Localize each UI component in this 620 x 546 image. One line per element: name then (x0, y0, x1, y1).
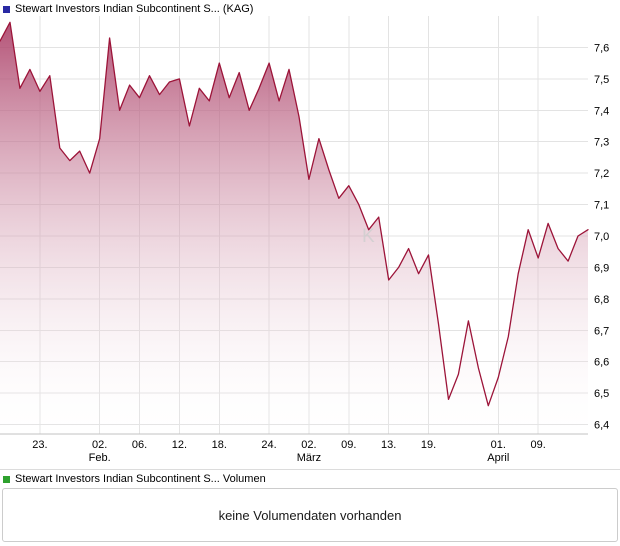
y-axis-tick-label: 7,4 (594, 105, 609, 117)
y-axis-tick-label: 6,7 (594, 325, 609, 337)
y-axis-tick-label: 6,6 (594, 357, 609, 369)
x-axis-month-label: April (487, 452, 509, 464)
volume-empty-message: keine Volumendaten vorhanden (218, 507, 402, 523)
volume-legend: Stewart Investors Indian Subcontinent S.… (0, 470, 620, 486)
x-axis-tick-label: 24. (261, 439, 276, 451)
y-axis-tick-label: 6,5 (594, 388, 609, 400)
y-axis-tick-label: 7,0 (594, 231, 609, 243)
y-axis-tick-label: 6,8 (594, 294, 609, 306)
x-axis-tick-label: 06. (132, 439, 147, 451)
y-axis-tick-label: 6,9 (594, 262, 609, 274)
x-axis-tick-label: 02. (92, 439, 107, 451)
watermark: K (362, 226, 375, 247)
volume-legend-label: Stewart Investors Indian Subcontinent S.… (15, 473, 266, 485)
volume-legend-swatch-icon (3, 475, 10, 483)
x-axis-tick-label: 12. (172, 439, 187, 451)
x-axis-tick-label: 09. (531, 439, 546, 451)
y-axis-tick-label: 7,1 (594, 200, 609, 212)
price-legend-swatch-icon (3, 5, 10, 13)
price-legend-label: Stewart Investors Indian Subcontinent S.… (15, 3, 254, 15)
x-axis-tick-label: 23. (32, 439, 47, 451)
price-chart: K 7,6 7,5 7,4 7,3 7,2 7,1 7,0 6,9 6,8 6,7 6,6 6,5 6,4… (0, 16, 609, 464)
y-axis-tick-label: 7,2 (594, 168, 609, 180)
y-axis-tick-label: 7,6 (594, 42, 609, 54)
x-axis-month-label: Feb. (89, 452, 111, 464)
section-divider (0, 469, 620, 470)
x-axis-tick-label: 09. (341, 439, 356, 451)
x-axis-tick-label: 02. (301, 439, 316, 451)
x-axis-month-label: März (297, 452, 321, 464)
x-axis-tick-label: 19. (421, 439, 436, 451)
x-axis-tick-label: 13. (381, 439, 396, 451)
x-axis-tick-label: 18. (212, 439, 227, 451)
y-axis-tick-label: 7,5 (594, 74, 609, 86)
y-axis-tick-label: 6,4 (594, 420, 609, 432)
y-axis-tick-label: 7,3 (594, 137, 609, 149)
volume-empty-box: keine Volumendaten vorhanden (2, 488, 618, 542)
x-axis-tick-label: 01. (491, 439, 506, 451)
price-legend: Stewart Investors Indian Subcontinent S.… (0, 0, 620, 16)
